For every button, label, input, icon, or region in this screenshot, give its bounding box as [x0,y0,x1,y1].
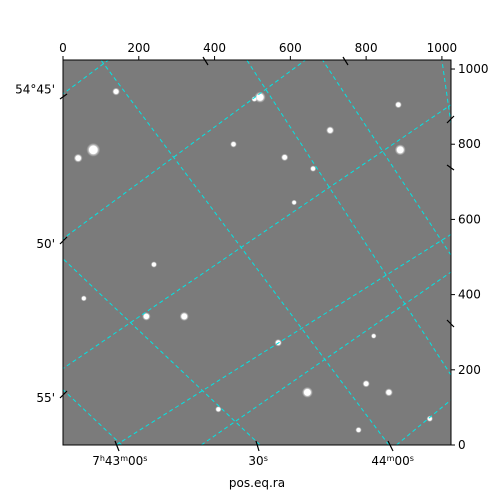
grid-line-dec [396,399,451,445]
star [327,127,333,133]
ra-value: 43 [105,454,120,468]
x-axis-title: pos.eq.ra [229,476,285,490]
ra-unit: h [100,454,105,463]
axis-labels: 0 200 400 600 800 1000020040060080010007h43m0… [15,41,488,468]
top-tick-label: 0 [59,41,67,55]
ra-value: 7 [92,454,100,468]
world-tick [446,164,455,171]
world-tick [59,390,68,399]
ra-tick-label: 7h43m00s [92,454,147,469]
star [216,407,221,412]
world-tick [202,56,209,66]
star [181,313,188,320]
ra-unit: s [264,454,268,463]
ra-unit: m [387,454,395,463]
top-tick-label: 400 [203,41,226,55]
star [89,145,98,155]
right-tick-label: 600 [458,212,481,226]
world-tick [446,319,455,328]
top-tick-label: 600 [279,41,302,55]
world-tick [114,440,120,452]
dec-tick-label: 54°45' [15,83,55,97]
star [303,388,311,396]
ra-tick-label: 44m00s [371,454,414,469]
ra-value: 00 [128,454,143,468]
right-tick-label: 0 [458,438,466,452]
star [81,296,86,301]
ra-unit: m [120,454,128,463]
top-tick-label: 200 [127,41,150,55]
image-background [63,60,451,445]
world-tick [59,93,68,100]
star [363,381,369,387]
ra-value: 00 [394,454,409,468]
right-tick-label: 1000 [458,62,489,76]
star [356,427,361,432]
stars-layer [73,87,433,434]
grid-line-dec [63,104,451,370]
grid-line-dec [201,271,451,445]
grid-line-ra [100,60,390,445]
ra-value: 44 [371,454,386,468]
grid-line-dec [63,60,109,95]
world-tick [255,440,260,452]
right-tick-label: 800 [458,137,481,151]
star [256,93,264,101]
grid-line-ra [63,258,261,445]
dec-tick-label: 55' [36,391,55,405]
grid-line-ra [441,60,451,124]
ra-unit: s [143,454,147,463]
coordinate-grid [63,60,451,445]
star [396,146,404,154]
star [75,155,81,161]
axis-ticks [59,56,455,452]
star [282,155,287,160]
grid-line-ra [322,60,451,256]
grid-line-dec [63,60,306,240]
world-tick [59,236,68,245]
ra-tick-label: 30s [248,454,267,469]
ra-unit: s [410,454,414,463]
world-tick [387,440,394,452]
star [113,89,119,95]
world-tick [446,115,455,124]
ra-value: 30 [248,454,263,468]
star [396,102,401,107]
right-tick-label: 200 [458,363,481,377]
top-tick-label: 800 [355,41,378,55]
top-tick-label: 1000 [427,41,458,55]
grid-line-dec [115,234,451,445]
dec-tick-label: 50' [36,237,55,251]
world-tick [342,56,349,66]
star [143,313,150,320]
star [311,166,316,171]
star [231,142,236,147]
right-tick-label: 400 [458,288,481,302]
star [292,200,296,205]
star [371,334,376,338]
star [386,389,392,395]
star [151,262,156,267]
